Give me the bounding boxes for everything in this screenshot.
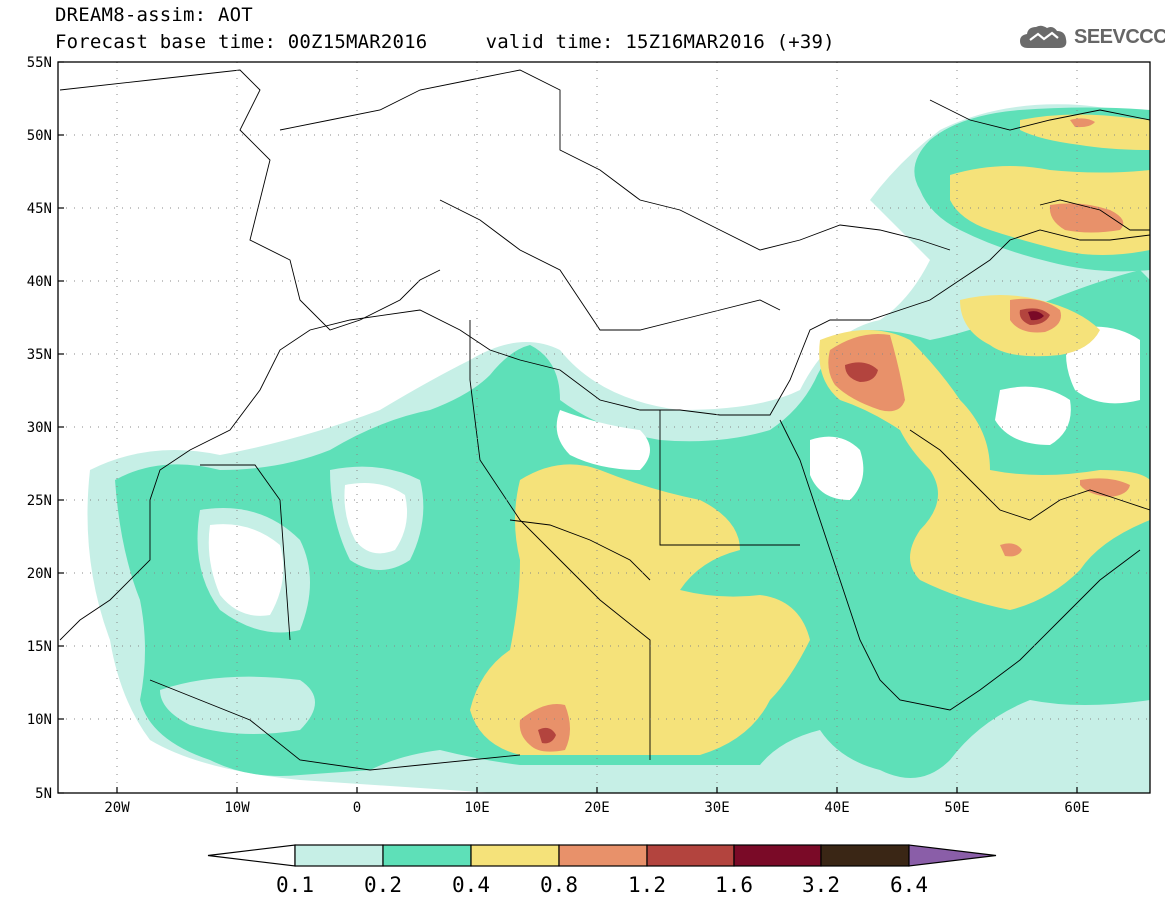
lat-label: 5N — [35, 786, 52, 802]
cloud-icon — [1020, 25, 1067, 48]
legend-arrow-high — [908, 844, 997, 867]
lon-label: 10E — [464, 800, 489, 816]
legend-label: 1.2 — [628, 873, 666, 897]
lon-label: 50E — [944, 800, 969, 816]
legend-label: 0.4 — [452, 873, 490, 897]
color-legend — [207, 844, 997, 867]
lon-labels: 20W 10W 0 10E 20E 30E 40E 50E 60E — [104, 800, 1089, 816]
legend-swatch — [733, 844, 822, 867]
coastlines — [59, 69, 1150, 771]
base-time-label: Forecast base time: 00Z15MAR2016 — [55, 31, 428, 53]
legend-swatch — [470, 844, 560, 867]
logo-text: SEEVCCC — [1074, 25, 1165, 48]
lat-label: 30N — [27, 420, 52, 436]
lat-label: 35N — [27, 347, 52, 363]
legend-label: 0.8 — [540, 873, 578, 897]
lat-labels: 55N 50N 45N 40N 35N 30N 25N 20N 15N 10N … — [27, 55, 52, 802]
lon-label: 60E — [1064, 800, 1089, 816]
lon-label: 20W — [104, 800, 130, 816]
legend-arrow-low — [207, 844, 296, 867]
lat-label: 10N — [27, 712, 52, 728]
legend-label: 0.1 — [276, 873, 314, 897]
legend-label: 1.6 — [715, 873, 753, 897]
lon-label: 0 — [353, 800, 361, 816]
map-title: DREAM8-assim: AOT — [55, 4, 253, 26]
legend-swatch — [382, 844, 472, 867]
legend-swatch — [646, 844, 735, 867]
forecast-times: Forecast base time: 00Z15MAR2016 valid t… — [55, 31, 835, 53]
lon-label: 30E — [704, 800, 729, 816]
lat-label: 20N — [27, 566, 52, 582]
lon-label: 10W — [224, 800, 250, 816]
lat-label: 50N — [27, 128, 52, 144]
legend-swatch — [820, 844, 910, 867]
lat-label: 45N — [27, 201, 52, 217]
lat-label: 25N — [27, 493, 52, 509]
legend-swatch — [558, 844, 648, 867]
seevccc-logo: SEEVCCC — [1018, 22, 1165, 52]
legend-swatch — [294, 844, 384, 867]
lat-label: 15N — [27, 639, 52, 655]
legend-label: 6.4 — [890, 873, 928, 897]
lon-label: 40E — [824, 800, 849, 816]
lat-label: 40N — [27, 274, 52, 290]
axis-ticks — [58, 61, 1078, 794]
legend-label: 3.2 — [802, 873, 840, 897]
lon-label: 20E — [584, 800, 609, 816]
lat-label: 55N — [27, 55, 52, 71]
legend-label: 0.2 — [364, 873, 402, 897]
legend-labels: 0.1 0.2 0.4 0.8 1.2 1.6 3.2 6.4 — [276, 873, 928, 897]
aot-shading — [87, 104, 1150, 793]
valid-time-label: valid time: 15Z16MAR2016 (+39) — [485, 31, 835, 53]
